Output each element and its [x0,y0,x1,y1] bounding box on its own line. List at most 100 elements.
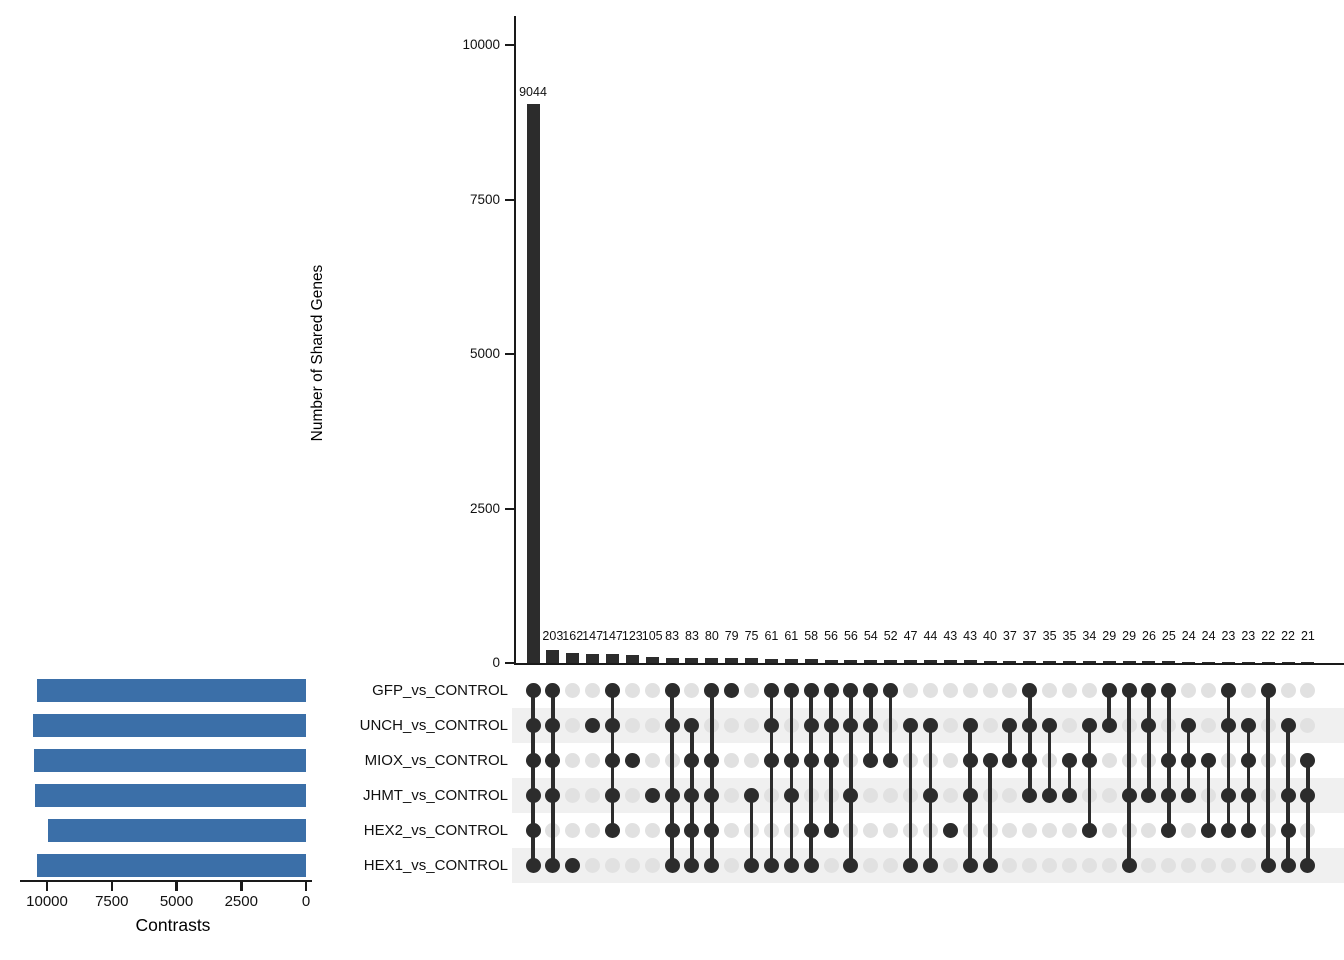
matrix-dot-empty [942,787,958,803]
matrix-dot-filled [1280,787,1296,803]
matrix-dot-empty [724,857,740,873]
matrix-dot-filled [843,682,859,698]
connector-line [789,690,794,865]
intersection-size-label: 23 [1221,629,1236,643]
matrix-dot-filled [1181,717,1197,733]
intersection-bar [904,660,918,663]
intersection-bar [1182,661,1196,663]
matrix-dot-empty [1101,787,1117,803]
matrix-dot-filled [1121,682,1137,698]
connector-line [749,795,754,865]
matrix-dot-filled [1161,822,1177,838]
intersection-bar [1122,661,1136,663]
intersection-size-label: 24 [1181,629,1196,643]
matrix-dot-empty [1022,822,1038,838]
matrix-dot-empty [644,857,660,873]
set-size-tick-label: 5000 [159,893,194,910]
matrix-dot-filled [1240,752,1256,768]
set-size-tick-mark [110,882,113,891]
y-tick-mark [505,198,514,201]
matrix-dot-empty [1061,822,1077,838]
intersection-bar [784,659,798,663]
matrix-dot-empty [922,682,938,698]
matrix-dot-filled [1260,682,1276,698]
matrix-dot-filled [1240,822,1256,838]
matrix-dot-filled [1022,752,1038,768]
matrix-dot-filled [1022,682,1038,698]
set-label: MIOX_vs_CONTROL [364,751,508,769]
intersection-bar [1082,660,1096,663]
matrix-dot-filled [684,787,700,803]
matrix-dot-empty [644,822,660,838]
set-size-tick-label: 0 [301,893,311,910]
intersection-size-label: 24 [1201,629,1216,643]
matrix-dot-filled [962,857,978,873]
y-tick-mark [505,44,514,46]
intersection-bar [605,653,619,663]
matrix-dot-empty [1022,857,1038,873]
set-label: UNCH_vs_CONTROL [359,716,508,734]
matrix-dot-filled [823,717,839,733]
matrix-dot-empty [1240,857,1256,873]
matrix-dot-filled [1081,822,1097,838]
matrix-dot-filled [525,752,541,768]
matrix-dot-filled [982,752,998,768]
matrix-dot-empty [624,682,640,698]
matrix-dot-empty [1042,822,1058,838]
intersection-size-label: 34 [1082,629,1097,643]
intersection-size-label: 43 [963,629,978,643]
matrix-dot-empty [565,787,581,803]
matrix-dot-empty [982,717,998,733]
matrix-dot-filled [604,717,620,733]
matrix-dot-empty [1101,822,1117,838]
matrix-dot-filled [684,822,700,838]
connector-line [1147,690,1151,795]
matrix-dot-filled [704,822,720,838]
matrix-dot-filled [664,787,680,803]
matrix-dot-filled [664,857,680,873]
matrix-dot-filled [1022,787,1038,803]
matrix-dot-filled [1300,787,1316,803]
intersection-bar [1102,661,1116,663]
matrix-dot-filled [823,682,839,698]
matrix-dot-filled [803,682,819,698]
matrix-dot-empty [1141,822,1157,838]
matrix-dot-empty [565,822,581,838]
matrix-dot-filled [1121,857,1137,873]
matrix-dot-filled [1201,822,1217,838]
matrix-dot-empty [1300,717,1316,733]
matrix-dot-empty [644,717,660,733]
intersection-bar [844,659,858,663]
connector-line [888,690,893,760]
matrix-dot-filled [883,682,899,698]
intersection-bar [864,659,878,663]
set-size-tick-label: 7500 [95,893,129,910]
matrix-dot-empty [1300,682,1316,698]
intersection-size-label: 47 [903,629,918,643]
intersection-bar [923,660,937,663]
set-size-bar [32,713,306,737]
matrix-dot-empty [1081,857,1097,873]
matrix-dot-empty [565,717,581,733]
matrix-dot-filled [1141,787,1157,803]
intersection-bar [705,658,719,663]
matrix-dot-empty [1201,857,1217,873]
matrix-dot-empty [883,822,899,838]
matrix-dot-filled [903,857,919,873]
matrix-dot-filled [525,682,541,698]
matrix-dot-empty [1101,752,1117,768]
intersection-size-label: 105 [641,629,663,643]
matrix-dot-filled [644,787,660,803]
matrix-dot-filled [1201,752,1217,768]
intersection-size-label: 54 [863,629,878,643]
intersection-bar [1281,661,1295,663]
matrix-dot-filled [962,717,978,733]
matrix-dot-empty [1042,857,1058,873]
intersection-bar [943,660,957,663]
intersection-bar [764,659,778,663]
matrix-dot-empty [565,752,581,768]
matrix-dot-empty [1240,682,1256,698]
matrix-dot-filled [1161,682,1177,698]
matrix-dot-empty [903,682,919,698]
matrix-dot-filled [1300,752,1316,768]
